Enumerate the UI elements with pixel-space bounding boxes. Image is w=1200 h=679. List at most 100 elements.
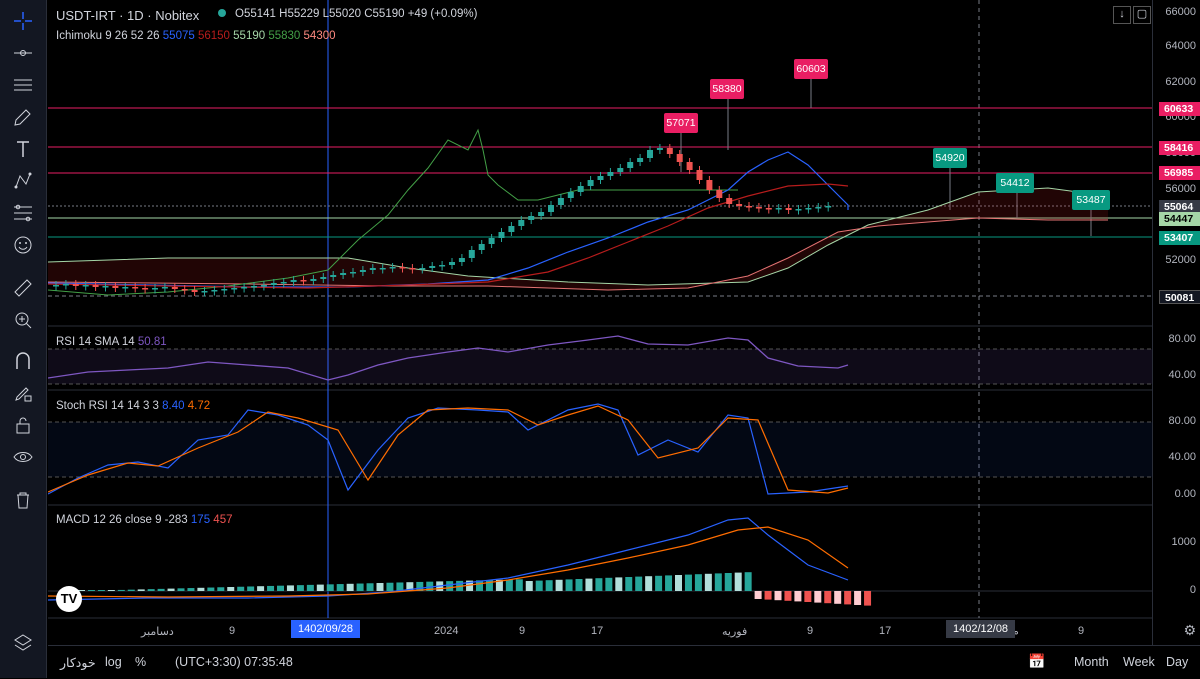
macd-histogram-bar (127, 589, 135, 591)
candle-body (587, 180, 594, 186)
candle-body (251, 286, 257, 288)
candle-body (201, 291, 208, 293)
interval-week-button[interactable]: Week (1123, 655, 1155, 669)
pencil-lock-icon[interactable] (9, 380, 37, 406)
macd-histogram-bar (316, 584, 324, 591)
stoch-tick: 0.00 (1174, 488, 1196, 500)
stoch-tick: 40.00 (1168, 451, 1196, 463)
price-tick: 64000 (1165, 40, 1196, 52)
chart-canvas[interactable] (48, 0, 1152, 645)
candle-body (666, 148, 673, 154)
symbol-title[interactable]: USDT-IRT · 1D · Nobitex (56, 8, 200, 23)
timezone-button[interactable]: (UTC+3:30) 07:35:48 (175, 655, 293, 669)
stoch-rsi-legend[interactable]: Stoch RSI 14 14 3 3 8.40 4.72 (56, 400, 211, 412)
macd-histogram-bar (774, 591, 782, 601)
calendar-range-icon[interactable]: 📅 (1028, 653, 1046, 669)
candle-body (320, 277, 327, 279)
arrow-down-icon[interactable]: ↓ (1113, 6, 1131, 24)
tradingview-logo[interactable]: TV (56, 586, 82, 612)
candle-body (746, 206, 752, 208)
candle-body (577, 186, 584, 192)
candle-body (241, 287, 248, 289)
callout-54920[interactable]: 54920 (933, 148, 967, 168)
candle-body (755, 207, 762, 209)
crosshair-icon[interactable] (9, 8, 37, 34)
price-tag-53407: 53407 (1159, 231, 1200, 245)
candle-body (389, 267, 396, 269)
candle-body (567, 192, 574, 198)
candle-body (102, 286, 109, 288)
percent-scale-button[interactable]: % (135, 655, 147, 669)
magnet-icon[interactable] (9, 348, 37, 374)
callout-53487[interactable]: 53487 (1072, 190, 1110, 210)
horizontal-lines-icon[interactable] (9, 72, 37, 98)
macd-histogram-bar (645, 576, 653, 591)
macd-histogram-bar (665, 575, 673, 591)
macd-histogram-bar (655, 575, 663, 591)
macd-histogram-bar (366, 583, 374, 591)
macd-histogram-bar (764, 591, 772, 600)
auto-scale-button[interactable]: خودکار (60, 656, 96, 670)
zoom-icon[interactable] (9, 307, 37, 333)
ichimoku-legend[interactable]: Ichimoku 9 26 52 26 55075 56150 55190 55… (56, 30, 336, 42)
callout-60603[interactable]: 60603 (794, 59, 828, 79)
candle-body (310, 279, 317, 281)
macd-histogram-bar (535, 580, 543, 591)
macd-histogram-bar (296, 585, 304, 591)
market-status-dot (218, 9, 226, 17)
candle-body (221, 289, 228, 291)
text-icon[interactable] (9, 136, 37, 162)
stoch-tick: 80.00 (1168, 415, 1196, 427)
rsi-band (48, 349, 1152, 384)
fullscreen-icon[interactable]: ▢ (1133, 6, 1151, 24)
candle-body (478, 244, 485, 250)
macd-histogram-bar (615, 577, 623, 591)
pattern-icon[interactable] (9, 168, 37, 194)
settings-gear-icon[interactable]: ⚙ (1183, 622, 1196, 638)
macd-histogram-bar (286, 585, 294, 591)
candle-body (53, 285, 59, 287)
candle-body (270, 283, 277, 285)
price-tag-55064: 55064 (1159, 200, 1200, 214)
candle-body (350, 272, 356, 274)
candle-body (112, 286, 119, 288)
price-tick: 62000 (1165, 76, 1196, 88)
candle-body (656, 148, 663, 150)
macd-histogram-bar (744, 572, 752, 591)
macd-histogram-bar (466, 580, 474, 591)
callout-58380[interactable]: 58380 (710, 79, 744, 99)
macd-histogram-bar (227, 587, 235, 591)
trash-icon[interactable] (9, 487, 37, 513)
macd-histogram-bar (754, 591, 762, 599)
macd-legend[interactable]: MACD 12 26 close 9 -283 175 457 (56, 514, 233, 526)
callout-57071[interactable]: 57071 (664, 113, 698, 133)
candle-body (458, 258, 465, 262)
brush-icon[interactable] (9, 104, 37, 130)
eye-icon[interactable] (9, 444, 37, 470)
macd-histogram-bar (794, 591, 802, 602)
macd-histogram-bar (505, 579, 513, 591)
macd-histogram-bar (197, 587, 205, 591)
macd-histogram-bar (476, 580, 483, 591)
lock-icon[interactable] (9, 412, 37, 438)
fib-icon[interactable] (9, 200, 37, 226)
candle-body (171, 287, 178, 289)
candle-body (716, 190, 723, 198)
interval-month-button[interactable]: Month (1074, 655, 1109, 669)
candle-body (508, 226, 515, 232)
rsi-legend[interactable]: RSI 14 SMA 14 50.81 (56, 336, 167, 348)
macd-histogram-bar (157, 588, 165, 591)
chart-area[interactable]: USDT-IRT · 1D · Nobitex O55141 H55229 L5… (48, 0, 1152, 645)
log-scale-button[interactable]: log (105, 655, 122, 669)
layers-icon[interactable] (9, 630, 37, 656)
price-axis[interactable]: 66000 64000 62000 60000 58000 56000 5200… (1152, 0, 1200, 645)
candle-body (82, 285, 89, 287)
candle-body (280, 282, 287, 284)
candle-body (498, 232, 505, 238)
emoji-icon[interactable] (9, 232, 37, 258)
interval-day-button[interactable]: Day (1166, 655, 1189, 669)
callout-54412[interactable]: 54412 (996, 173, 1034, 193)
trend-line-icon[interactable] (9, 40, 37, 66)
ruler-icon[interactable] (9, 275, 37, 301)
time-label: 17 (879, 625, 892, 637)
